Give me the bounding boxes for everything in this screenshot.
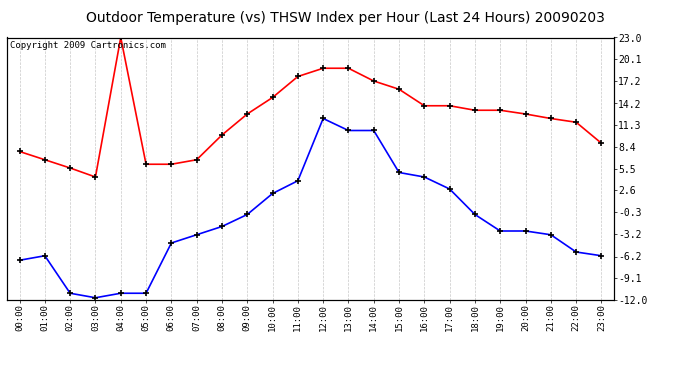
Text: Outdoor Temperature (vs) THSW Index per Hour (Last 24 Hours) 20090203: Outdoor Temperature (vs) THSW Index per … (86, 11, 604, 25)
Text: Copyright 2009 Cartronics.com: Copyright 2009 Cartronics.com (10, 42, 166, 51)
